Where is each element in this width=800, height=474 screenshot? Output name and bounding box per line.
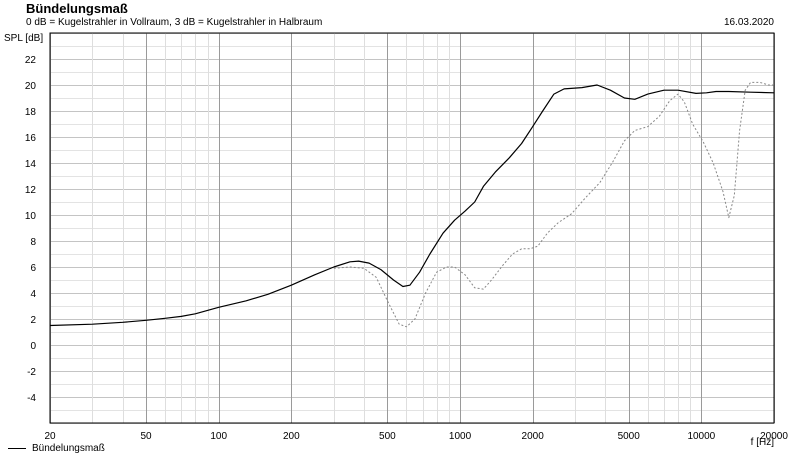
x-tick-label: 20	[44, 431, 56, 442]
x-axis-label: f [Hz]	[750, 437, 774, 448]
y-tick-label: 20	[25, 81, 37, 92]
y-tick-label: 10	[25, 211, 37, 222]
y-axis-label: SPL [dB]	[4, 33, 44, 44]
y-tick-label: 14	[25, 159, 37, 170]
x-tick-label: 200	[283, 431, 300, 442]
x-tick-label: 2000	[522, 431, 545, 442]
chart-date: 16.03.2020	[723, 17, 774, 28]
x-tick-label: 20000	[760, 431, 788, 442]
y-tick-label: 4	[30, 289, 36, 300]
y-tick-label: 6	[30, 263, 36, 274]
x-tick-label: 500	[379, 431, 396, 442]
x-tick-label: 5000	[618, 431, 641, 442]
legend-line-swatch	[8, 448, 26, 449]
y-tick-label: 2	[30, 315, 36, 326]
chart-subtitle: 0 dB = Kugelstrahler in Vollraum, 3 dB =…	[26, 17, 323, 28]
x-tick-label: 10000	[687, 431, 715, 442]
x-tick-label: 100	[210, 431, 227, 442]
legend-label: Bündelungsmaß	[32, 443, 105, 454]
y-tick-label: 12	[25, 185, 37, 196]
chart-title: Bündelungsmaß	[26, 1, 128, 16]
plot-frame	[49, 32, 775, 424]
series-line-dotted	[333, 81, 774, 328]
y-tick-label: 16	[25, 133, 37, 144]
tick-labels: 20 50 100 200 500 1000 2000 5000 10000 20000 -4 -2 0…	[25, 55, 788, 442]
grid-lines	[50, 33, 775, 424]
y-tick-label: 18	[25, 107, 37, 118]
y-tick-label: 22	[25, 55, 37, 66]
y-tick-label: -4	[27, 393, 36, 404]
y-tick-label: 0	[30, 341, 36, 352]
y-tick-label: -2	[27, 367, 36, 378]
legend: Bündelungsmaß	[8, 443, 105, 454]
x-tick-label: 50	[140, 431, 152, 442]
y-tick-label: 8	[30, 237, 36, 248]
series-layer	[49, 81, 775, 328]
x-tick-label: 1000	[449, 431, 472, 442]
series-line-buendelungsmass	[49, 84, 775, 327]
